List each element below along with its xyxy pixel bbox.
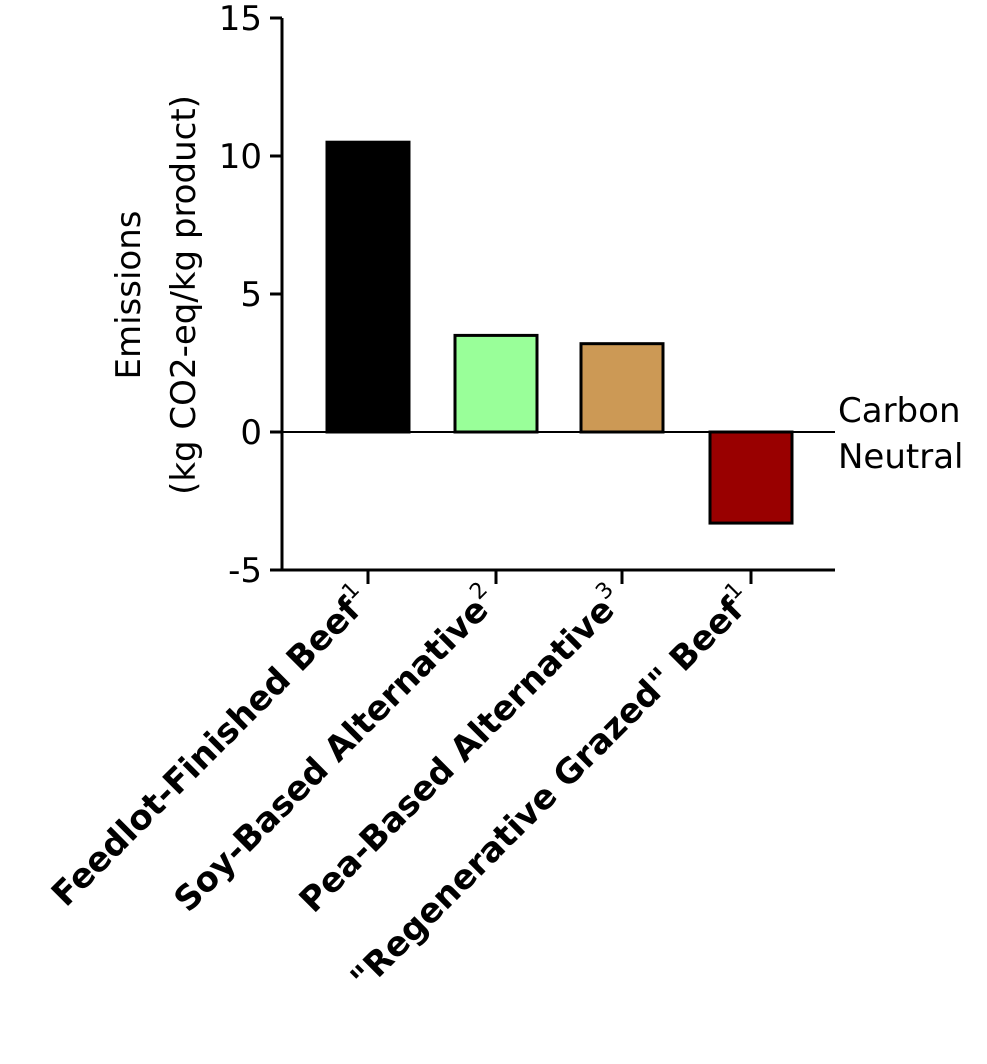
y-tick-label: 0 xyxy=(240,413,262,453)
axes xyxy=(280,18,835,572)
y-axis-title-line-1: Emissions xyxy=(109,211,149,380)
reference-line-label: Carbon Neutral xyxy=(838,391,964,477)
y-axis-label: Emissions (kg CO2-eq/kg product) xyxy=(109,95,204,495)
bar-1 xyxy=(325,140,411,434)
y-tick-label: 10 xyxy=(219,137,262,177)
bar-3 xyxy=(579,342,665,434)
bars xyxy=(325,140,794,525)
x-axis-ticks xyxy=(366,570,753,584)
y-tick-label: 5 xyxy=(240,275,262,315)
carbon-neutral-label-line-2: Neutral xyxy=(838,437,964,477)
bar-4 xyxy=(708,430,794,525)
y-axis-title-line-2: (kg CO2-eq/kg product) xyxy=(164,95,204,495)
bar-2 xyxy=(453,333,539,434)
carbon-neutral-label-line-1: Carbon xyxy=(838,391,961,431)
y-tick-label: -5 xyxy=(228,551,262,591)
y-axis-ticks: -5 0 5 10 15 xyxy=(219,0,282,591)
y-tick-label: 15 xyxy=(219,0,262,39)
